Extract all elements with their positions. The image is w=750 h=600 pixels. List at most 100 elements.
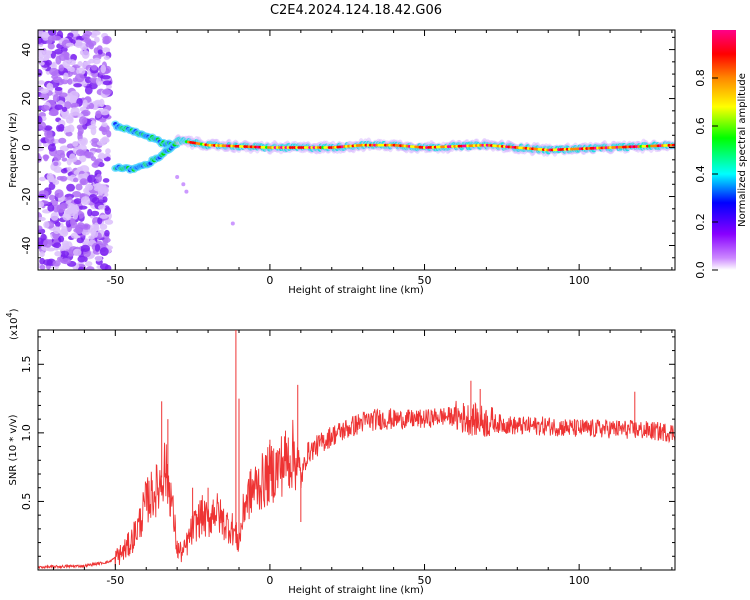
noise-cell: [102, 80, 112, 86]
y-tick-label: 1.0: [20, 424, 33, 442]
noise-cell: [46, 247, 56, 252]
noise-cell: [95, 110, 102, 119]
y-tick-label: 40: [20, 43, 33, 57]
noise-cell: [101, 47, 111, 53]
noise-cell: [43, 154, 49, 162]
noise-cell: [97, 162, 105, 168]
noise-cell: [92, 57, 101, 65]
carrier-cell: [671, 143, 675, 147]
y-tick-label: 1.5: [20, 356, 33, 374]
noise-cell: [80, 196, 91, 205]
noise-cell: [76, 237, 84, 244]
noise-cell: [81, 50, 90, 59]
noise-cell: [88, 43, 94, 50]
noise-cell: [68, 59, 76, 66]
noise-cell: [77, 126, 84, 135]
noise-cell: [94, 255, 103, 262]
noise-cell: [38, 225, 43, 231]
snr-multiplier-base: (x10: [9, 317, 20, 340]
noise-cell: [101, 122, 108, 128]
noise-cell: [101, 136, 109, 143]
noise-cell: [95, 173, 102, 183]
noise-cell: [87, 174, 96, 183]
noise-cell: [91, 230, 99, 238]
noise-cell: [90, 120, 96, 127]
noise-cell: [97, 204, 106, 210]
noise-cell: [54, 86, 63, 91]
noise-cell: [81, 228, 91, 236]
noise-cell: [38, 237, 44, 246]
noise-cell: [40, 88, 49, 94]
noise-cell: [78, 266, 85, 270]
noise-cell: [102, 238, 109, 245]
noise-cell: [54, 104, 63, 111]
noise-cell: [65, 131, 73, 137]
snr-y-label: SNR (10 * v/v): [8, 414, 19, 485]
noise-cell: [99, 117, 107, 123]
noise-cell: [48, 110, 59, 117]
snr-multiplier-exponent: 4: [5, 312, 14, 317]
colorbar-gradient: [712, 30, 736, 270]
noise-cell: [99, 247, 109, 257]
chart-title: C2E4.2024.124.18.42.G06: [270, 3, 442, 18]
noise-cell: [79, 154, 87, 163]
noise-cell: [104, 205, 110, 212]
noise-cell: [100, 108, 110, 116]
noise-cell: [74, 39, 83, 49]
noise-cell: [93, 160, 100, 166]
noise-cell: [68, 112, 74, 122]
noise-cell: [38, 36, 43, 44]
noise-cell: [91, 64, 98, 71]
noise-cell: [79, 178, 89, 186]
noise-cell: [66, 183, 76, 192]
noise-cell: [81, 34, 90, 40]
noise-cell: [69, 66, 75, 73]
noise-cell: [54, 221, 61, 227]
spectrogram-y-ticks: -40 -20 0 20 40: [20, 36, 675, 271]
noise-cell: [38, 200, 45, 208]
noise-cell: [99, 263, 109, 270]
snr-x-ticks: -50 0 50 100: [52, 330, 673, 587]
noise-cell: [80, 244, 91, 252]
noise-cell: [97, 154, 108, 159]
noise-cell: [85, 266, 95, 270]
noise-cell: [62, 59, 71, 68]
noise-cell: [77, 138, 87, 145]
noise-cell: [58, 124, 65, 132]
noise-cell: [47, 35, 56, 42]
noise-cell: [42, 259, 53, 266]
noise-cell: [102, 178, 110, 183]
noise-cell: [102, 39, 111, 45]
noise-cell: [39, 61, 45, 66]
noise-cell: [58, 53, 67, 61]
noise-cell: [38, 142, 42, 148]
noise-cell: [73, 248, 82, 257]
snr-multiplier: (x104): [5, 308, 20, 340]
isolated-cell: [184, 189, 189, 194]
noise-cell: [45, 134, 55, 144]
noise-cell: [60, 175, 68, 182]
noise-cell: [66, 158, 72, 166]
colorbar-tick-label: 0.6: [694, 117, 707, 135]
noise-cell: [69, 90, 79, 100]
noise-cell: [60, 78, 69, 85]
noise-cell: [94, 36, 100, 43]
noise-cell: [91, 197, 100, 204]
spectrogram-panel: -50 0 50 100 -40 -20 0 20 40 Height of straight…: [8, 29, 676, 296]
noise-cell: [38, 216, 46, 222]
noise-cell: [96, 141, 106, 146]
noise-cell: [97, 216, 103, 225]
noise-cell: [47, 143, 56, 152]
noise-cell: [99, 223, 108, 230]
noise-cell: [78, 116, 88, 125]
svg-text:(x104): (x104): [5, 308, 20, 340]
noise-cell: [90, 156, 97, 162]
noise-cell: [52, 226, 61, 235]
noise-cell: [65, 42, 75, 47]
noise-cell: [101, 127, 108, 136]
colorbar-tick-label: 0.4: [694, 165, 707, 183]
noise-cell: [59, 92, 68, 98]
noise-cell: [38, 116, 43, 124]
noise-cell: [52, 94, 59, 103]
